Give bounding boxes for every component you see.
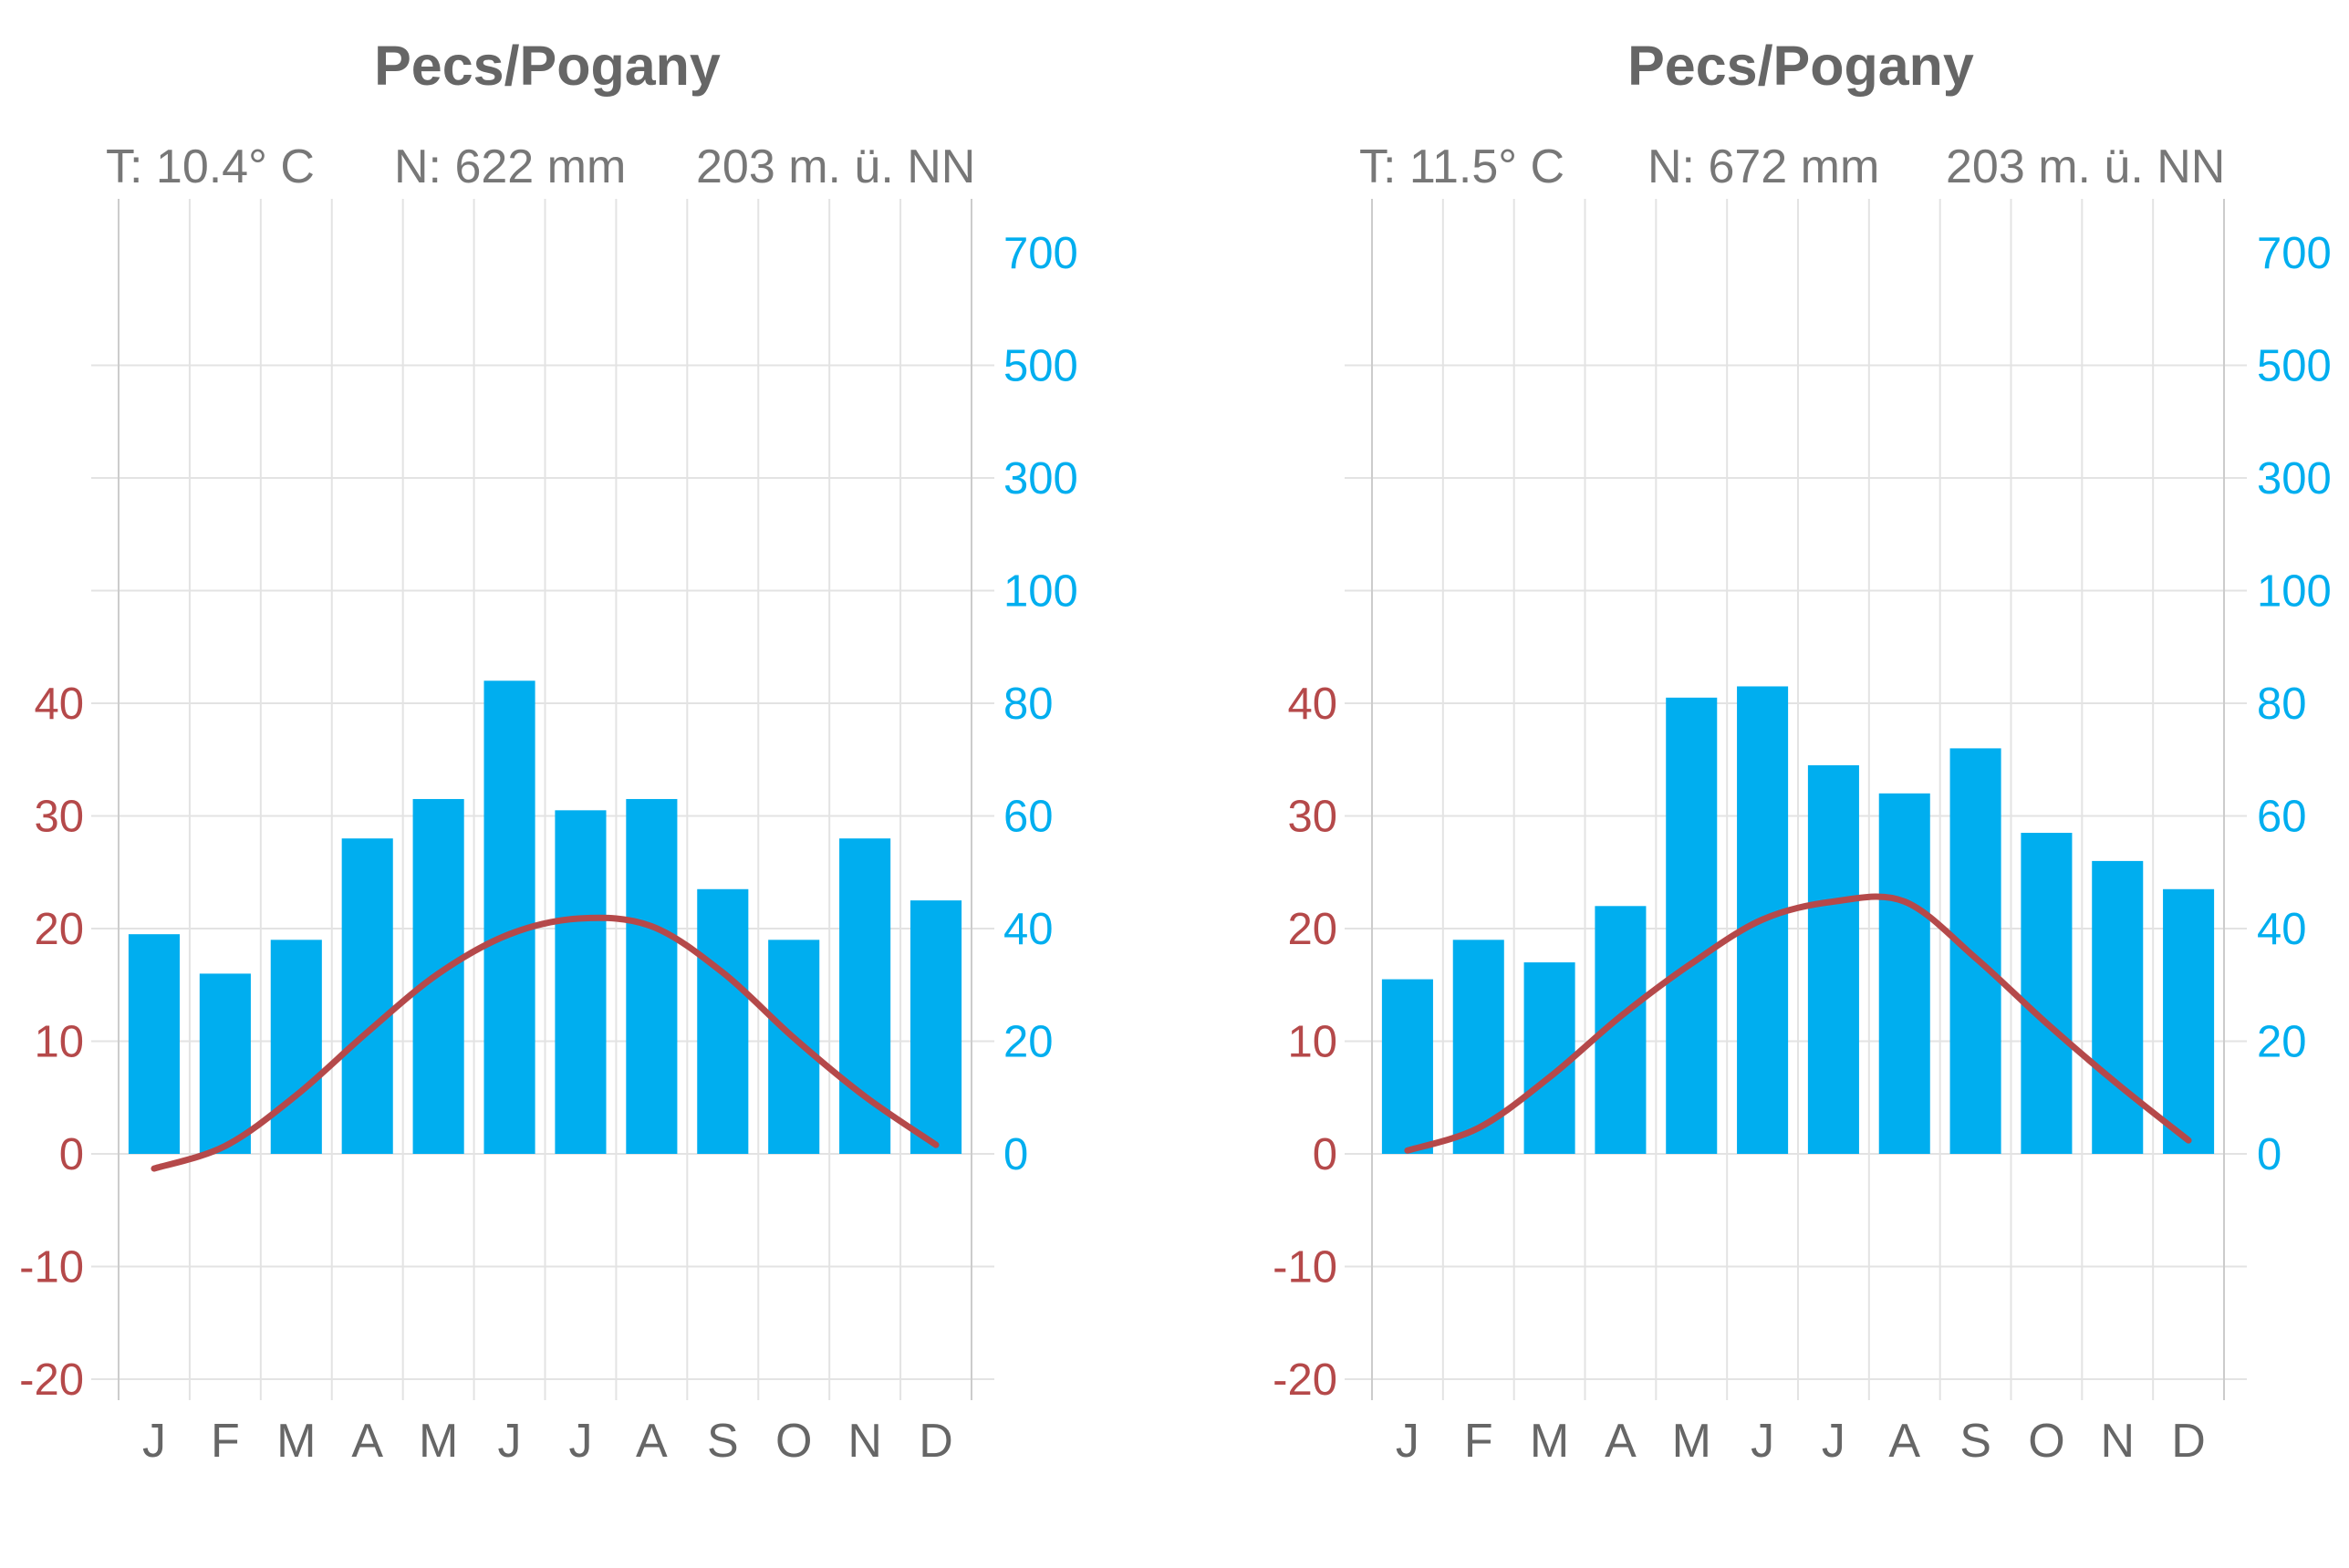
precipitation-bar xyxy=(768,940,820,1154)
month-label: M xyxy=(276,1415,316,1468)
temperature-tick-label: -20 xyxy=(19,1355,84,1405)
month-label: M xyxy=(1672,1415,1711,1468)
precipitation-bar xyxy=(1523,962,1575,1154)
temperature-tick-label: 30 xyxy=(1287,793,1337,842)
month-label: M xyxy=(1530,1415,1569,1468)
precipitation-bar xyxy=(1878,793,1930,1154)
precipitation-bar xyxy=(270,940,322,1154)
month-label: S xyxy=(1959,1415,1991,1468)
temperature-tick-label: 0 xyxy=(1313,1130,1337,1179)
climate-chart-right: Pecs/Pogany T: 11.5° C N: 672 mm 203 m. … xyxy=(1175,0,2349,1568)
month-label: D xyxy=(919,1415,953,1468)
month-label: J xyxy=(498,1415,522,1468)
precipitation-bar xyxy=(697,888,749,1154)
temperature-tick-label: 40 xyxy=(34,680,84,729)
precipitation-bar xyxy=(839,838,891,1154)
precipitation-bar xyxy=(2021,833,2073,1154)
month-label: A xyxy=(636,1415,668,1468)
month-label: O xyxy=(775,1415,812,1468)
precipitation-tick-label: 0 xyxy=(1003,1130,1028,1179)
precipitation-tick-label: 60 xyxy=(2257,793,2307,842)
month-label: O xyxy=(2028,1415,2064,1468)
precipitation-tick-label: 40 xyxy=(1003,905,1054,954)
precipitation-bar xyxy=(1381,979,1433,1154)
month-label: A xyxy=(1888,1415,1920,1468)
elevation-label: 203 m. ü. NN xyxy=(696,140,975,193)
precipitation-tick-label: 80 xyxy=(2257,680,2307,729)
precipitation-bar xyxy=(555,810,607,1154)
mean-temperature-label: T: 10.4° C xyxy=(106,140,315,193)
precipitation-tick-label: 20 xyxy=(1003,1018,1054,1067)
precipitation-bar xyxy=(1666,697,1718,1154)
month-label: J xyxy=(1751,1415,1774,1468)
mean-temperature-label: T: 11.5° C xyxy=(1359,140,1564,193)
temperature-tick-label: 10 xyxy=(1287,1018,1337,1067)
month-label: N xyxy=(2100,1415,2135,1468)
month-label: A xyxy=(1605,1415,1637,1468)
temperature-line xyxy=(151,914,940,1172)
precipitation-tick-label: 300 xyxy=(2257,454,2332,504)
temperature-tick-label: -10 xyxy=(19,1243,84,1293)
precipitation-bar xyxy=(483,680,535,1154)
month-label: F xyxy=(211,1415,240,1468)
annual-precipitation-label: N: 622 mm xyxy=(394,140,626,193)
precipitation-bar xyxy=(626,798,678,1154)
temperature-tick-label: 0 xyxy=(59,1130,84,1179)
precipitation-tick-label: 500 xyxy=(1003,342,1078,391)
month-label: J xyxy=(1396,1415,1419,1468)
precipitation-bar xyxy=(128,934,181,1154)
month-label: F xyxy=(1464,1415,1493,1468)
month-label: J xyxy=(142,1415,166,1468)
month-label: M xyxy=(419,1415,458,1468)
precipitation-tick-label: 100 xyxy=(1003,567,1078,617)
climate-chart-left: Pecs/Pogany T: 10.4° C N: 622 mm 203 m. … xyxy=(0,0,1174,1568)
precipitation-tick-label: 700 xyxy=(1003,229,1078,278)
precipitation-bar xyxy=(2163,888,2215,1154)
temperature-tick-label: -20 xyxy=(1273,1355,1337,1405)
precipitation-bar xyxy=(341,838,393,1154)
temperature-line xyxy=(1404,893,2192,1154)
precipitation-bar xyxy=(909,900,962,1154)
temperature-tick-label: 30 xyxy=(34,793,84,842)
precipitation-tick-label: 700 xyxy=(2257,229,2332,278)
precipitation-tick-label: 40 xyxy=(2257,905,2307,954)
month-label: A xyxy=(351,1415,383,1468)
precipitation-tick-label: 300 xyxy=(1003,454,1078,504)
precipitation-bar xyxy=(199,973,251,1154)
temperature-tick-label: -10 xyxy=(1273,1243,1337,1293)
precipitation-tick-label: 60 xyxy=(1003,793,1054,842)
precipitation-tick-label: 500 xyxy=(2257,342,2332,391)
precipitation-tick-label: 20 xyxy=(2257,1018,2307,1067)
climate-chart-svg-right: Pecs/Pogany T: 11.5° C N: 672 mm 203 m. … xyxy=(1273,35,2332,1468)
precipitation-bar xyxy=(1807,764,1859,1154)
annual-precipitation-label: N: 672 mm xyxy=(1647,140,1879,193)
month-label: D xyxy=(2171,1415,2206,1468)
temperature-tick-label: 20 xyxy=(34,905,84,954)
precipitation-bar xyxy=(1452,940,1504,1154)
precipitation-bar xyxy=(2092,860,2144,1154)
elevation-label: 203 m. ü. NN xyxy=(1946,140,2225,193)
precipitation-tick-label: 100 xyxy=(2257,567,2332,617)
month-label: N xyxy=(847,1415,882,1468)
chart-title: Pecs/Pogany xyxy=(374,35,721,97)
month-label: J xyxy=(568,1415,592,1468)
chart-title: Pecs/Pogany xyxy=(1627,35,1974,97)
temperature-tick-label: 40 xyxy=(1287,680,1337,729)
month-label: S xyxy=(707,1415,739,1468)
climate-chart-svg-left: Pecs/Pogany T: 10.4° C N: 622 mm 203 m. … xyxy=(19,35,1078,1468)
precipitation-tick-label: 80 xyxy=(1003,680,1054,729)
precipitation-tick-label: 0 xyxy=(2257,1130,2281,1179)
month-label: J xyxy=(1822,1415,1845,1468)
precipitation-bar xyxy=(1949,748,2001,1154)
temperature-tick-label: 20 xyxy=(1287,905,1337,954)
temperature-tick-label: 10 xyxy=(34,1018,84,1067)
